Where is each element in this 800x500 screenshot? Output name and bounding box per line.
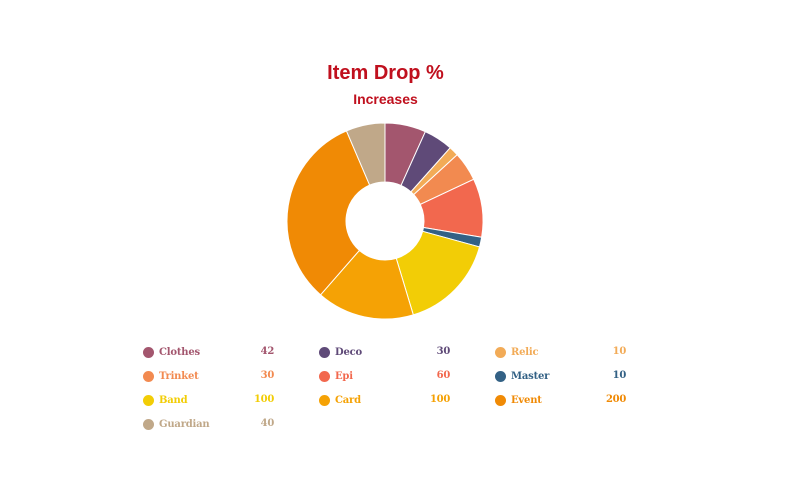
slice-card[interactable] <box>319 249 414 320</box>
legend-label: Trinket <box>159 370 199 382</box>
legend-label: Epi <box>335 370 353 382</box>
legend-swatch-icon <box>143 418 154 430</box>
legend-label: Relic <box>511 346 539 358</box>
legend-item-card[interactable]: Card <box>319 392 361 408</box>
legend-item-deco[interactable]: Deco <box>319 344 362 360</box>
slice-band[interactable] <box>395 230 481 316</box>
legend-swatch-icon <box>143 346 154 358</box>
legend-item-event[interactable]: Event <box>495 392 542 408</box>
legend-swatch-icon <box>495 346 506 358</box>
legend-swatch-icon <box>319 394 330 406</box>
legend-label: Guardian <box>159 418 210 430</box>
slice-event[interactable] <box>286 130 371 296</box>
legend-item-master[interactable]: Master <box>495 368 549 384</box>
legend-swatch-icon <box>495 394 506 406</box>
slice-guardian[interactable] <box>345 122 386 186</box>
legend-label: Band <box>159 394 188 406</box>
legend-item-band[interactable]: Band <box>143 392 188 408</box>
legend-label: Deco <box>335 346 362 358</box>
legend-label: Master <box>511 370 550 382</box>
legend-swatch-icon <box>319 370 330 382</box>
legend-swatch-icon <box>319 346 330 358</box>
legend-item-clothes[interactable]: Clothes <box>143 344 200 360</box>
legend-swatch-icon <box>495 370 506 382</box>
legend-item-trinket[interactable]: Trinket <box>143 368 199 384</box>
chart-title: Item Drop % <box>327 62 444 84</box>
legend-item-relic[interactable]: Relic <box>495 344 539 360</box>
legend-label: Card <box>335 394 361 406</box>
legend-item-guardian[interactable]: Guardian <box>143 416 210 432</box>
legend-swatch-icon <box>143 370 154 382</box>
legend-swatch-icon <box>143 394 154 406</box>
legend-label: Clothes <box>159 346 200 358</box>
legend-item-epi[interactable]: Epi <box>319 368 353 384</box>
legend-label: Event <box>511 394 542 406</box>
chart-subtitle: Increases <box>353 91 418 107</box>
